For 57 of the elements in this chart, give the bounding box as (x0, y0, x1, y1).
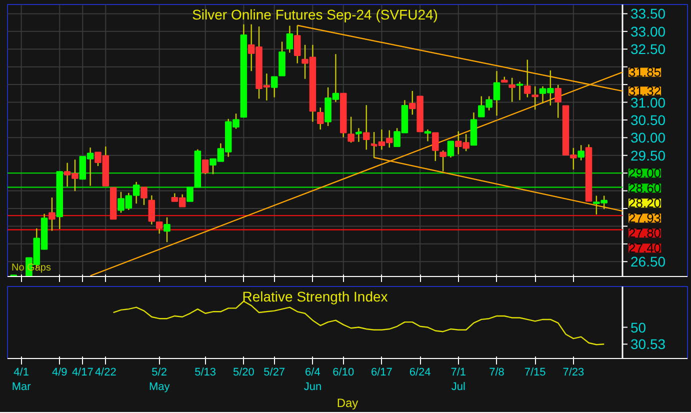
text: 31.85 (628, 64, 662, 80)
y-tick-label: 50 (630, 319, 646, 336)
x-tick-label: 7/23 (562, 366, 584, 378)
candlestick (554, 84, 562, 118)
candlestick (532, 86, 538, 110)
ref-line-label: 27.80 (628, 226, 662, 241)
y-tick-label: 33.00 (630, 23, 666, 40)
candlestick (508, 77, 516, 102)
candlestick (140, 186, 148, 206)
text: 28.20 (628, 196, 662, 211)
candlestick (424, 128, 432, 142)
x-axis-title: Day (336, 396, 358, 410)
x-tick-label: 5/2 May (148, 366, 170, 393)
x-tick-label: 6/24 (409, 366, 431, 378)
candlestick (316, 106, 324, 130)
x-tick-label: 7/8 (489, 366, 504, 378)
candlestick (524, 59, 531, 98)
y-tick-label: 32.50 (630, 41, 666, 58)
candlestick (202, 159, 209, 175)
x-tick-label: 5/27 (264, 366, 286, 378)
x-tick-label: 6/10 (332, 366, 354, 378)
x-tick-label: 4/22 (94, 366, 116, 378)
candlestick (447, 140, 454, 158)
x-tick-label: 4/1 Mar (12, 366, 32, 393)
text: 31.32 (628, 84, 662, 99)
y-tick-label: 30.53 (630, 336, 666, 352)
candlestick (363, 104, 370, 150)
x-tick-label: 4/17 (72, 366, 94, 378)
candlestick (278, 41, 286, 76)
candlestick (286, 25, 294, 54)
x-tick-label: 5/13 (194, 366, 216, 378)
y-tick-label: 30.50 (630, 112, 666, 128)
x-tick-label: 7/1 Jul (450, 366, 466, 393)
candlestick (578, 144, 584, 161)
y-tick-label: 26.50 (630, 254, 666, 270)
text: 27.93 (628, 210, 662, 226)
candlestick (440, 150, 446, 172)
chart-title: Silver Online Futures Sep-24 (SVFU24) (192, 6, 438, 22)
ref-line-label: 29.00 (628, 166, 662, 181)
candlestick (294, 24, 301, 64)
candlestick (516, 81, 524, 101)
candlestick (432, 132, 439, 162)
x-tick-label: 6/4 Jun (304, 366, 322, 393)
ref-line-label: 28.60 (628, 180, 662, 196)
legend-label: 27.40 (628, 240, 662, 256)
y-tick-label: 33.50 (630, 6, 666, 22)
candlestick (164, 216, 170, 243)
x-tick-label: 6/17 (371, 366, 392, 378)
candlestick (270, 76, 278, 98)
x-tick-label: 7/15 (524, 366, 546, 378)
y-tick-label: 30.00 (630, 130, 666, 146)
x-tick-label: 5/20 (232, 366, 254, 378)
candlestick (348, 116, 354, 144)
chart-title: Relative Strength Index (242, 288, 388, 304)
candlestick (48, 196, 56, 232)
x-tick-label: 4/9 (52, 366, 68, 378)
y-tick-label: 29.50 (630, 147, 666, 164)
